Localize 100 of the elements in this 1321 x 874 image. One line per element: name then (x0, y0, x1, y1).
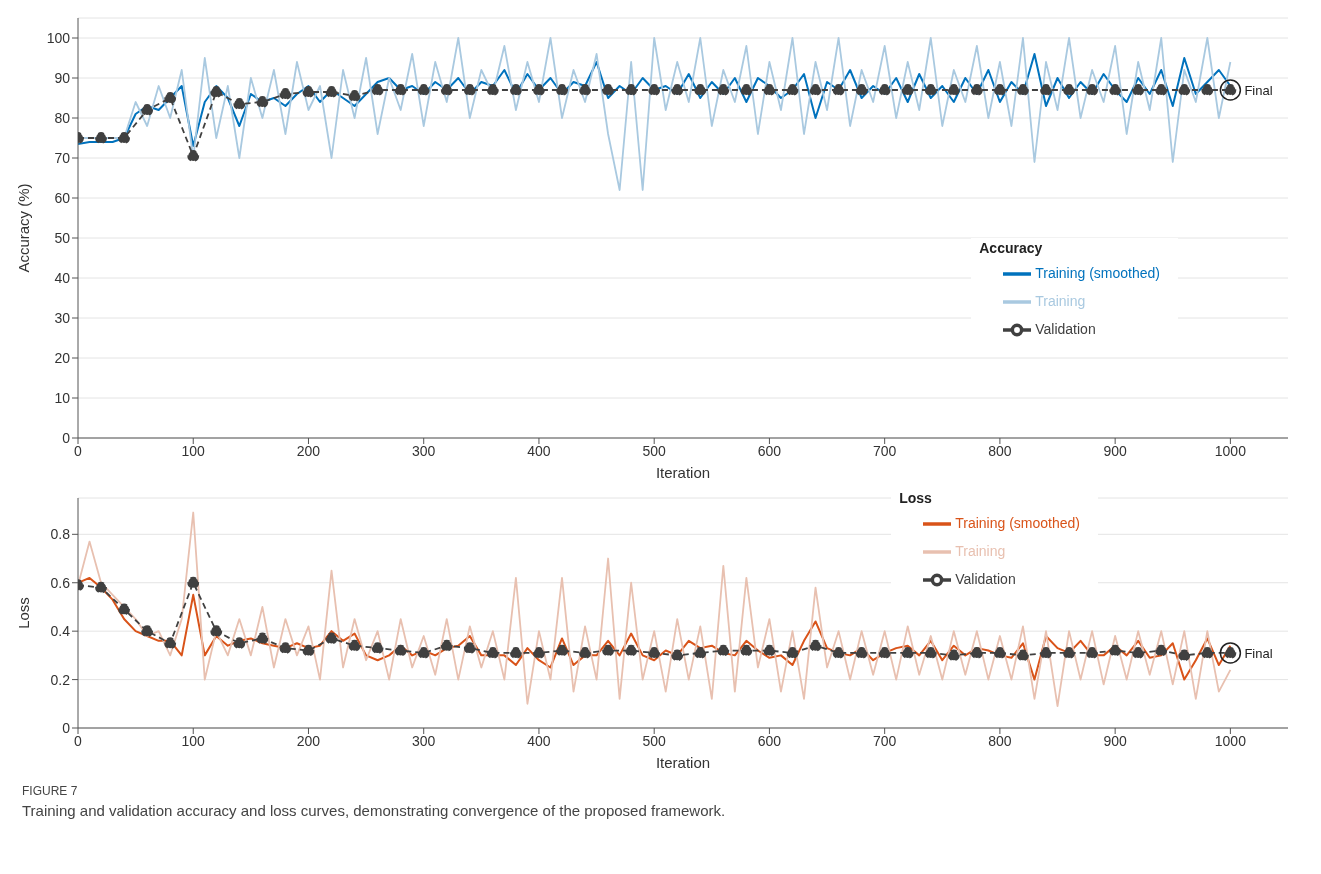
point (809, 639, 822, 652)
point (187, 150, 200, 162)
point (510, 647, 522, 659)
point (1155, 644, 1168, 657)
point (717, 644, 730, 657)
point (970, 647, 983, 659)
point (1040, 84, 1052, 96)
point (786, 647, 799, 659)
x-tick-label: 0 (74, 732, 83, 749)
point (1132, 84, 1145, 96)
point (325, 86, 338, 98)
x-tick-label: 0 (74, 442, 83, 459)
point (417, 84, 430, 96)
text: Training and validation accuracy and loss curves, demonstrating convergence of the proposed framework. (22, 802, 727, 819)
point (348, 90, 361, 102)
x-tick-label: 500 (642, 442, 667, 459)
point (1132, 647, 1145, 659)
x-tick-label: 700 (872, 442, 897, 459)
point (947, 649, 960, 662)
point (717, 84, 730, 96)
y-axis-title: Accuracy (%) (15, 183, 33, 273)
y-tick-label: 100 (46, 29, 71, 46)
point (118, 132, 130, 144)
x-tick-label: 400 (527, 732, 551, 749)
point (463, 84, 476, 96)
point (348, 639, 361, 652)
legend-label: Training (smoothed) (955, 514, 1080, 531)
point (832, 647, 845, 659)
point (1201, 647, 1214, 659)
point (533, 84, 545, 96)
point (579, 84, 591, 96)
legend-label: Training (955, 542, 1006, 559)
x-tick-label: 600 (757, 442, 782, 459)
point (463, 642, 476, 655)
point (625, 644, 638, 657)
point (256, 96, 269, 108)
y-tick-label: 40 (54, 269, 71, 286)
x-tick-label: 1000 (1214, 442, 1247, 459)
point (1201, 84, 1214, 96)
y-tick-label: 70 (54, 149, 71, 166)
point (164, 92, 177, 104)
y-tick-label: 90 (54, 69, 71, 86)
legend-label: Training (1035, 292, 1086, 309)
x-tick-label: 700 (872, 732, 897, 749)
x-tick-label: 900 (1103, 442, 1128, 459)
point (1017, 84, 1029, 96)
point (210, 625, 223, 638)
x-tick-label: 300 (412, 442, 436, 459)
x-tick-label: 500 (642, 732, 667, 749)
x-tick-label: 900 (1103, 732, 1128, 749)
point (210, 86, 223, 98)
y-tick-label: 20 (54, 349, 71, 366)
point (440, 639, 453, 652)
point (994, 647, 1006, 659)
x-tick-label: 200 (296, 442, 321, 459)
y-tick-label: 0 (62, 429, 71, 446)
point (556, 644, 568, 657)
point (671, 649, 684, 662)
point (141, 104, 154, 116)
y-tick-label: 0 (62, 719, 71, 736)
point (233, 637, 246, 650)
point (901, 84, 914, 96)
x-tick-label: 300 (412, 732, 436, 749)
point (533, 647, 545, 659)
point (233, 98, 246, 110)
point (625, 84, 638, 96)
point (556, 84, 568, 96)
point (1178, 84, 1191, 96)
point (602, 84, 614, 96)
point (1086, 647, 1098, 659)
point (164, 637, 177, 650)
point (1109, 84, 1122, 96)
point (256, 632, 269, 645)
y-tick-label: 0.6 (50, 574, 71, 591)
point (141, 625, 154, 638)
x-tick-label: 100 (181, 732, 206, 749)
y-tick-label: 0.8 (50, 526, 71, 543)
annotation: Final (1244, 83, 1273, 98)
x-tick-label: 400 (527, 442, 551, 459)
x-tick-label: 200 (296, 732, 321, 749)
point (648, 647, 661, 659)
point (95, 132, 107, 144)
point (579, 647, 591, 659)
point (970, 84, 983, 96)
x-axis-title: Iteration (655, 464, 711, 481)
caption: FIGURE 7 (22, 784, 79, 798)
x-tick-label: 800 (988, 442, 1012, 459)
point (279, 88, 292, 100)
point (671, 84, 684, 96)
point (394, 84, 407, 96)
y-tick-label: 0.4 (50, 623, 71, 640)
y-tick-label: 30 (54, 309, 71, 326)
point (694, 84, 707, 96)
point (740, 644, 753, 657)
point (1178, 649, 1191, 662)
legend-label: Training (smoothed) (1035, 264, 1160, 281)
point (924, 84, 937, 96)
point (95, 581, 107, 594)
annotation: Final (1244, 645, 1273, 661)
point (855, 84, 868, 96)
